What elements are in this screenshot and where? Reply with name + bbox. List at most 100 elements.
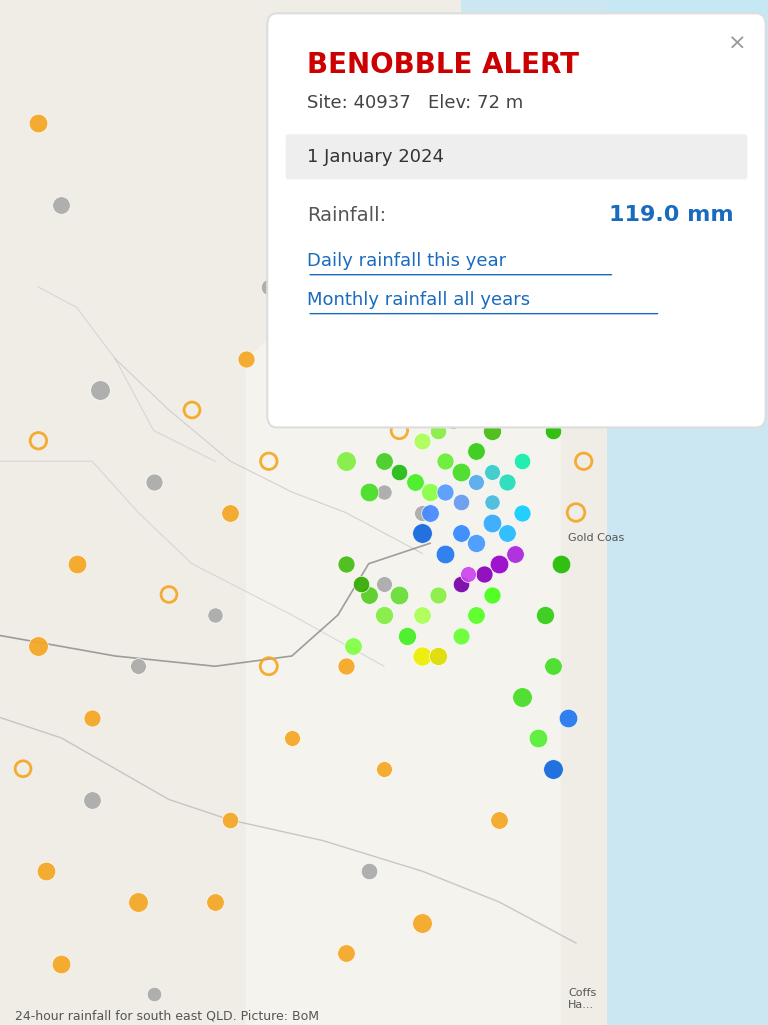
Point	[562, 709, 574, 726]
Point	[209, 607, 221, 623]
Point	[416, 914, 429, 931]
Point	[547, 761, 559, 777]
Point	[263, 279, 275, 295]
Point	[455, 463, 467, 480]
Point	[432, 258, 444, 275]
Text: Coffs
Ha...: Coffs Ha...	[568, 988, 597, 1010]
Point	[547, 658, 559, 674]
Point	[516, 74, 528, 90]
Text: Gold Coas: Gold Coas	[568, 533, 624, 543]
Point	[393, 463, 406, 480]
Point	[362, 484, 375, 500]
Point	[163, 586, 175, 603]
Point	[339, 556, 352, 572]
Point	[378, 33, 390, 49]
Point	[240, 351, 252, 367]
Text: 24-hour rainfall for south east QLD. Picture: BoM: 24-hour rainfall for south east QLD. Pic…	[15, 1010, 319, 1023]
Point	[547, 299, 559, 316]
Point	[455, 176, 467, 193]
Point	[516, 504, 528, 521]
Point	[32, 433, 45, 449]
Point	[416, 115, 429, 131]
Point	[516, 453, 528, 469]
Point	[362, 863, 375, 879]
Point	[432, 586, 444, 603]
Point	[55, 955, 68, 972]
Point	[539, 607, 551, 623]
Point	[424, 504, 436, 521]
Point	[339, 945, 352, 961]
Point	[493, 556, 505, 572]
Point	[86, 709, 98, 726]
Point	[501, 525, 513, 541]
Point	[531, 351, 544, 367]
Point	[439, 453, 452, 469]
Text: Monthly rainfall all years: Monthly rainfall all years	[307, 291, 531, 310]
Point	[516, 689, 528, 705]
Point	[516, 197, 528, 213]
Text: Daily rainfall this year: Daily rainfall this year	[307, 252, 506, 271]
Point	[570, 197, 582, 213]
Point	[186, 402, 198, 418]
Point	[393, 320, 406, 336]
Point	[501, 402, 513, 418]
Point	[409, 474, 421, 490]
Point	[547, 23, 559, 39]
Point	[455, 146, 467, 162]
Point	[263, 658, 275, 674]
Point	[378, 761, 390, 777]
Point	[531, 402, 544, 418]
Point	[516, 381, 528, 398]
Point	[424, 361, 436, 377]
Point	[493, 812, 505, 828]
Point	[416, 381, 429, 398]
Point	[409, 381, 421, 398]
Text: 119.0 mm: 119.0 mm	[609, 205, 733, 226]
Point	[17, 761, 29, 777]
Point	[470, 607, 482, 623]
Point	[416, 433, 429, 449]
Point	[455, 279, 467, 295]
FancyBboxPatch shape	[286, 134, 747, 179]
Point	[439, 299, 452, 316]
Point	[393, 361, 406, 377]
Point	[554, 556, 567, 572]
Point	[40, 863, 52, 879]
Text: 1 January 2024: 1 January 2024	[307, 148, 444, 166]
Point	[378, 74, 390, 90]
Point	[508, 545, 521, 562]
Point	[478, 320, 490, 336]
Point	[554, 74, 567, 90]
Point	[455, 494, 467, 510]
Point	[378, 381, 390, 398]
Point	[478, 566, 490, 582]
Point	[470, 474, 482, 490]
Point	[209, 894, 221, 910]
Point	[147, 474, 160, 490]
Point	[493, 94, 505, 111]
Point	[416, 504, 429, 521]
Point	[470, 443, 482, 459]
Point	[501, 351, 513, 367]
Point	[485, 463, 498, 480]
Point	[485, 494, 498, 510]
Point	[432, 176, 444, 193]
Point	[470, 535, 482, 551]
Point	[132, 894, 144, 910]
Point	[439, 545, 452, 562]
Point	[378, 484, 390, 500]
Point	[455, 627, 467, 644]
Point	[286, 730, 298, 746]
Point	[147, 986, 160, 1002]
Point	[554, 248, 567, 264]
Point	[578, 453, 590, 469]
Point	[316, 248, 329, 264]
Point	[455, 248, 467, 264]
Point	[362, 146, 375, 162]
Point	[55, 197, 68, 213]
Point	[531, 730, 544, 746]
Point	[339, 453, 352, 469]
Point	[286, 402, 298, 418]
Point	[455, 576, 467, 592]
Point	[224, 812, 237, 828]
